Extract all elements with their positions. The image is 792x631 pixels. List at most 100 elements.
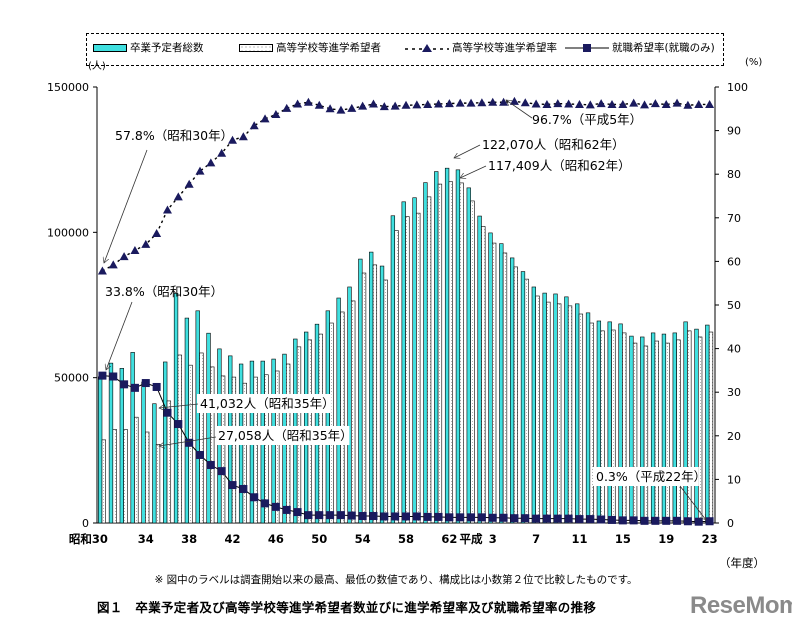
bar-applicants xyxy=(698,336,703,524)
employ-rate-point xyxy=(532,514,541,523)
bar-applicants xyxy=(340,311,345,524)
bar-applicants xyxy=(632,342,638,524)
employ-rate-point xyxy=(434,512,443,521)
advance-rate-point xyxy=(314,100,324,109)
bar-applicants xyxy=(264,374,269,524)
bar-applicants xyxy=(383,279,388,524)
bar-applicants xyxy=(502,252,508,524)
annotation-label: 117,409人（昭和62年） xyxy=(488,158,631,173)
bar-applicants xyxy=(470,200,475,524)
bar-total xyxy=(152,403,157,524)
right-tick-label: 100 xyxy=(727,81,748,94)
advance-rate-point xyxy=(629,98,639,107)
employ-rate-point xyxy=(662,516,671,525)
bar-total xyxy=(206,332,211,524)
bar-applicants xyxy=(231,376,237,524)
annotation-label: 27,058人（昭和35年） xyxy=(218,428,353,443)
advance-rate-point xyxy=(141,239,151,248)
bar-total xyxy=(314,323,320,524)
advance-rate-point xyxy=(217,148,227,157)
employ-rate-point xyxy=(326,511,335,520)
bar-applicants xyxy=(546,301,551,524)
x-tick-label: 平成 xyxy=(460,532,483,546)
advance-rate-point xyxy=(412,100,422,109)
advance-rate-point xyxy=(336,105,346,114)
bar-total xyxy=(130,352,135,524)
advance-rate-point xyxy=(390,101,400,110)
employ-rate-point xyxy=(477,513,486,522)
bar-total xyxy=(390,215,396,524)
x-tick-label: 50 xyxy=(311,532,327,546)
bar-applicants xyxy=(123,429,128,524)
annotation-arrow xyxy=(159,403,199,408)
triangle-marker-icon xyxy=(405,43,449,52)
advance-rate-point xyxy=(672,98,682,107)
right-tick-label: 40 xyxy=(727,343,741,356)
advance-rate-point xyxy=(325,104,335,113)
advance-rate-point xyxy=(423,99,433,108)
employ-rate-point xyxy=(109,372,118,381)
employ-rate-point xyxy=(694,517,703,526)
advance-rate-point xyxy=(162,205,172,214)
annotation-label: 41,032人（昭和35年） xyxy=(200,396,335,411)
employ-rate-point xyxy=(618,516,627,525)
advance-rate-point xyxy=(130,246,140,254)
bar-total xyxy=(650,332,656,524)
advance-rate-point xyxy=(434,99,444,108)
advance-rate-point xyxy=(238,132,248,141)
employ-rate-point xyxy=(250,493,259,502)
bar-total xyxy=(369,251,374,524)
bar-applicants xyxy=(199,352,204,524)
employ-rate-point xyxy=(369,512,378,521)
bar-applicants xyxy=(676,339,681,524)
legend-swatch-dotted xyxy=(239,43,273,52)
bar-applicants xyxy=(405,216,410,524)
advance-rate-point xyxy=(249,121,259,130)
employ-rate-point xyxy=(380,512,389,521)
bar-applicants xyxy=(426,196,432,524)
employ-rate-point xyxy=(412,512,421,521)
bar-total xyxy=(520,271,526,524)
bar-total xyxy=(629,335,634,524)
employ-rate-point xyxy=(152,382,161,391)
annotation-arrow xyxy=(679,485,706,520)
advance-rate-point xyxy=(379,102,389,111)
bar-applicants xyxy=(513,266,518,524)
employ-rate-point xyxy=(261,499,270,508)
chart-canvas: 0 50000 100000 150000 0 10 20 30 40 50 60 70 80 90 100… xyxy=(47,81,765,570)
right-tick-label: 0 xyxy=(727,517,734,530)
advance-rate-point xyxy=(466,98,476,107)
employ-rate-point xyxy=(467,513,476,522)
advance-rate-point xyxy=(596,99,606,108)
employ-rate-point xyxy=(206,461,215,470)
square-marker-icon xyxy=(565,43,609,52)
employ-rate-point xyxy=(391,512,400,521)
advance-rate-point xyxy=(694,99,704,108)
advance-rate-point xyxy=(152,228,162,237)
employ-rate-point xyxy=(575,515,584,524)
bar-applicants xyxy=(253,376,258,524)
annotation-arrow xyxy=(106,301,133,370)
chart-legend: 卒業予定者総数 高等学校等進学希望者 高等学校等進学希望率 就職希望率(就職のみ… xyxy=(86,33,724,66)
bar-applicants xyxy=(611,329,616,524)
bar-total xyxy=(336,297,341,524)
bar-total xyxy=(347,286,352,524)
bar-applicants xyxy=(351,300,356,524)
bar-total xyxy=(119,368,124,524)
bar-applicants xyxy=(210,366,215,524)
bar-total xyxy=(499,243,504,524)
bar-applicants xyxy=(708,331,714,524)
bar-total xyxy=(607,321,612,524)
bar-total xyxy=(423,182,428,524)
employ-rate-point xyxy=(542,514,551,523)
left-tick-label: 0 xyxy=(82,517,89,530)
bar-applicants xyxy=(134,416,139,524)
x-tick-label: 23 xyxy=(702,532,718,546)
annotation-arrow xyxy=(159,436,217,446)
bar-total xyxy=(596,320,602,524)
bar-total xyxy=(672,332,677,524)
annotation-arrow xyxy=(454,144,481,158)
figure-caption: 図１ 卒業予定者及び高等学校等進学希望者数並びに進学希望率及び就職希望率の推移 xyxy=(97,600,597,615)
employ-rate-point xyxy=(402,512,410,521)
employ-rate-point xyxy=(163,408,172,417)
